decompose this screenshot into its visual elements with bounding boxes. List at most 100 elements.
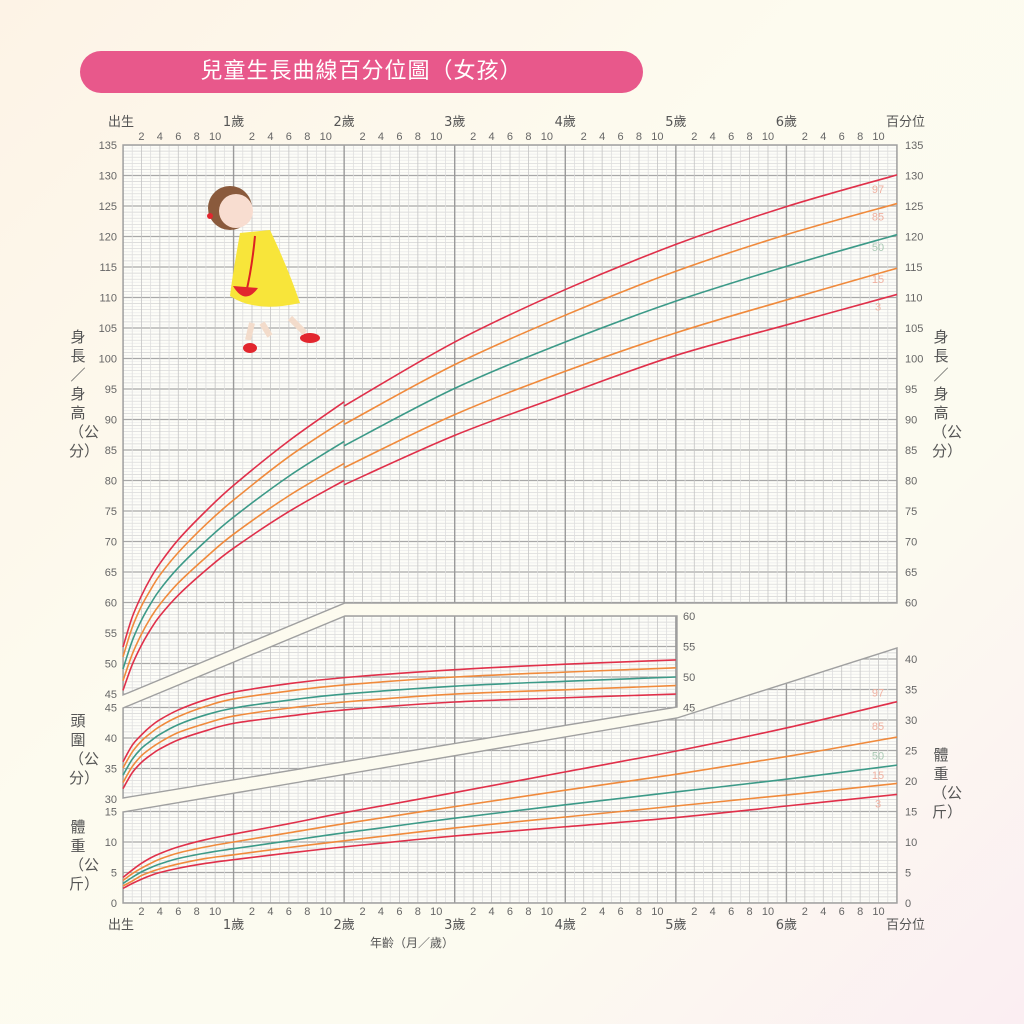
month-tick: 2: [581, 131, 587, 143]
weight-p50-curve: [122, 764, 898, 885]
month-tick: 8: [747, 906, 753, 918]
month-tick: 8: [857, 131, 863, 143]
weight-y-tick-right: 5: [905, 868, 911, 880]
year-label: 6歲: [776, 115, 797, 130]
month-tick: 10: [320, 906, 332, 918]
height-y-tick: 105: [99, 323, 117, 335]
height-y-tick: 85: [105, 445, 117, 457]
month-tick: 8: [304, 906, 310, 918]
height-y-tick: 125: [99, 201, 117, 213]
girl-legs: [245, 321, 273, 341]
year-label: 6歲: [776, 918, 797, 933]
head-border: [122, 615, 678, 799]
month-tick: 4: [267, 131, 273, 143]
head_circumference-p85-curve: [122, 667, 676, 769]
height-percentile-label-85: 85: [872, 211, 884, 223]
height-y-tick-right: 75: [905, 506, 917, 518]
month-tick: 2: [138, 131, 144, 143]
girl-bag: [233, 286, 258, 297]
x-axis-label: 年齡（月／歲）: [370, 936, 455, 950]
weight-axis-label-right: 體重（公斤）: [932, 746, 963, 821]
height-y-tick-right: 60: [905, 598, 917, 610]
month-tick: 10: [872, 131, 884, 143]
weight-y-tick-right: 40: [905, 654, 917, 666]
month-tick: 2: [802, 906, 808, 918]
head-y-tick: 30: [105, 794, 117, 806]
height-p97-curve: [343, 174, 898, 407]
weight-p85-curve: [122, 736, 898, 882]
girl-shoe-left: [243, 343, 257, 353]
girl-shoe-right: [300, 333, 320, 343]
height-y-tick-right: 110: [905, 293, 923, 305]
height-border: [122, 144, 898, 697]
head-y-tick-right: 45: [683, 703, 695, 715]
weight-percentile-label-3: 3: [875, 799, 881, 811]
month-tick: 2: [249, 131, 255, 143]
height-y-tick: 90: [105, 415, 117, 427]
weight-y-tick-right: 10: [905, 837, 917, 849]
month-tick: 8: [415, 906, 421, 918]
month-tick: 4: [599, 906, 605, 918]
height-y-tick-right: 135: [905, 140, 923, 152]
month-tick: 6: [618, 131, 624, 143]
month-tick: 8: [194, 906, 200, 918]
height-y-tick: 60: [105, 598, 117, 610]
month-tick: 10: [541, 906, 553, 918]
month-tick: 10: [209, 131, 221, 143]
head-y-tick: 45: [105, 703, 117, 715]
height-y-tick-right: 100: [905, 354, 923, 366]
month-tick: 4: [378, 906, 384, 918]
month-tick: 10: [430, 906, 442, 918]
height-y-tick: 115: [99, 262, 117, 274]
head_circumference-p3-curve: [122, 693, 676, 790]
height-y-tick-right: 125: [905, 201, 923, 213]
height-y-tick: 65: [105, 567, 117, 579]
height-y-tick: 70: [105, 537, 117, 549]
girl-face: [219, 194, 253, 228]
month-tick: 10: [541, 131, 553, 143]
year-label: 1歲: [223, 918, 244, 933]
height-y-tick: 130: [99, 171, 117, 183]
head_circumference-p15-curve: [122, 684, 676, 783]
month-tick: 2: [691, 131, 697, 143]
height-y-tick: 95: [105, 384, 117, 396]
height-y-tick: 80: [105, 476, 117, 488]
month-tick: 10: [209, 906, 221, 918]
month-tick: 2: [581, 906, 587, 918]
weight-percentile-label-50: 50: [872, 750, 884, 762]
height-p85-curve: [122, 419, 345, 658]
height-p97-curve: [122, 401, 345, 648]
month-tick: 6: [175, 131, 181, 143]
month-tick: 8: [747, 131, 753, 143]
month-tick: 10: [651, 906, 663, 918]
year-label: 百分位: [886, 918, 925, 933]
head-y-tick: 40: [105, 733, 117, 745]
month-tick: 8: [304, 131, 310, 143]
height-y-tick-right: 130: [905, 171, 923, 183]
month-tick: 10: [762, 906, 774, 918]
height-axis-label-left: 身長／身高（公分）: [69, 328, 100, 460]
weight-y-tick-right: 15: [905, 807, 917, 819]
height-p50-curve: [343, 233, 898, 447]
weight-y-tick: 5: [111, 868, 117, 880]
month-tick: 6: [396, 131, 402, 143]
height-p85-curve: [343, 202, 898, 426]
height-percentile-label-15: 15: [872, 274, 884, 286]
year-label: 3歲: [444, 918, 465, 933]
year-label: 1歲: [223, 115, 244, 130]
month-tick: 4: [710, 906, 716, 918]
height-y-tick-right: 115: [905, 262, 923, 274]
year-label: 出生: [108, 115, 134, 130]
height-y-tick-right: 80: [905, 476, 917, 488]
weight-y-tick: 15: [105, 807, 117, 819]
weight-y-tick: 0: [111, 898, 117, 910]
month-tick: 2: [249, 906, 255, 918]
month-tick: 4: [267, 906, 273, 918]
girl-hair-bow: [207, 213, 213, 219]
height-y-tick-right: 90: [905, 415, 917, 427]
height-y-tick-right: 85: [905, 445, 917, 457]
weight-y-tick-right: 30: [905, 715, 917, 727]
height-y-tick: 135: [99, 140, 117, 152]
month-tick: 6: [396, 906, 402, 918]
year-label: 出生: [108, 918, 134, 933]
